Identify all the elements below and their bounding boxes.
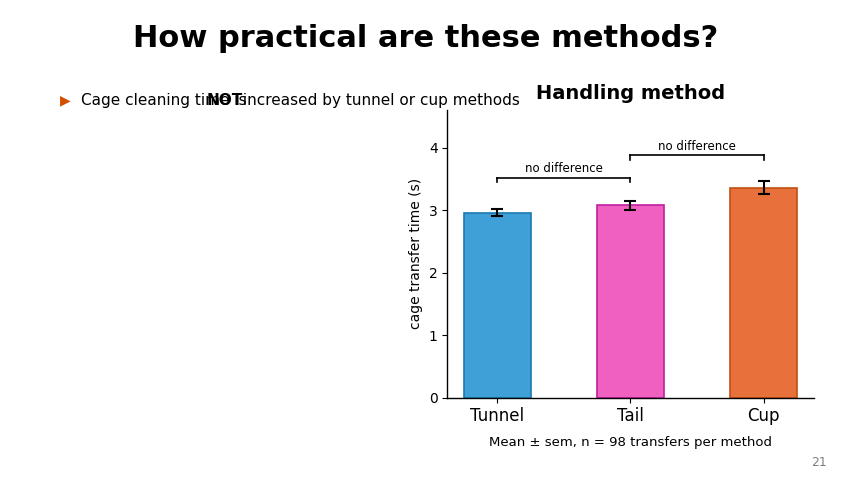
- Bar: [464, 213, 531, 398]
- Bar: [597, 205, 664, 398]
- Text: ▶: ▶: [60, 93, 70, 108]
- Bar: [730, 188, 797, 398]
- Text: Mean ± sem, n = 98 transfers per method: Mean ± sem, n = 98 transfers per method: [489, 436, 772, 449]
- Text: How practical are these methods?: How practical are these methods?: [134, 24, 718, 53]
- Title: Handling method: Handling method: [536, 84, 725, 103]
- Text: increased by tunnel or cup methods: increased by tunnel or cup methods: [238, 93, 520, 108]
- Text: 21: 21: [811, 456, 826, 469]
- Text: NOT: NOT: [207, 93, 244, 108]
- Y-axis label: cage transfer time (s): cage transfer time (s): [409, 178, 423, 330]
- Text: Cage cleaning time is: Cage cleaning time is: [81, 93, 251, 108]
- Text: no difference: no difference: [525, 162, 603, 175]
- Text: no difference: no difference: [658, 140, 736, 153]
